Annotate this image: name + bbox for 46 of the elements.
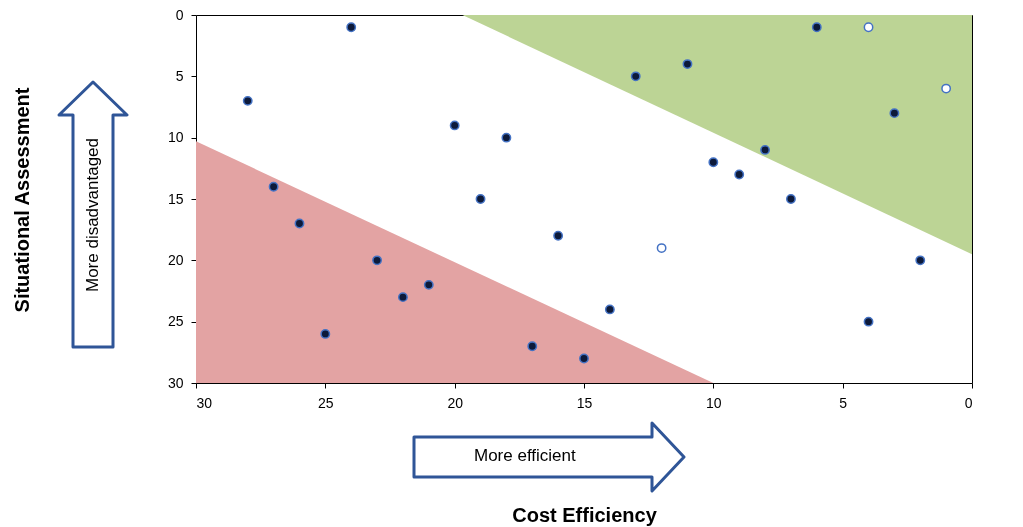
- point: [527, 341, 538, 352]
- text: More efficient: [474, 446, 576, 466]
- x-tick-label: 5: [839, 394, 848, 411]
- point: [889, 108, 900, 119]
- point: [760, 145, 770, 155]
- point: [501, 132, 512, 143]
- point: [475, 194, 486, 204]
- x-tick-label: 25: [318, 394, 334, 411]
- point: [372, 255, 382, 266]
- point: [398, 292, 408, 303]
- point: [294, 218, 305, 229]
- x-tick-label: 15: [576, 394, 593, 411]
- x-tick-label: 10: [706, 394, 722, 411]
- y-tick-label: 25: [167, 313, 184, 330]
- point: [320, 329, 331, 339]
- point: [346, 22, 357, 33]
- y-tick-label: 20: [167, 251, 184, 268]
- x-tick-label: 30: [196, 394, 213, 411]
- point: [786, 194, 796, 204]
- point: [656, 243, 667, 253]
- point: [811, 22, 822, 33]
- point: [863, 22, 874, 33]
- text: More disadvantaged: [83, 137, 103, 293]
- point: [579, 353, 589, 364]
- point: [734, 169, 745, 180]
- point: [708, 157, 719, 168]
- x-axis-title: Cost Efficiency: [512, 503, 658, 526]
- point: [449, 120, 460, 131]
- point: [915, 255, 926, 266]
- y-tick-label: 30: [167, 374, 184, 391]
- y-tick-label: 5: [175, 67, 184, 84]
- x-tick-label: 0: [964, 394, 973, 411]
- point: [863, 316, 874, 327]
- y-tick-label: 0: [175, 6, 184, 23]
- text: Situational Assessment: [10, 87, 34, 313]
- point: [553, 230, 564, 241]
- point: [941, 83, 952, 94]
- point: [682, 59, 693, 69]
- point: [242, 95, 253, 106]
- y-tick-label: 10: [167, 129, 184, 146]
- y-tick-label: 15: [167, 190, 184, 207]
- point: [423, 279, 434, 290]
- point: [630, 71, 641, 82]
- point: [604, 304, 615, 315]
- x-tick-label: 20: [447, 394, 464, 411]
- point: [268, 181, 279, 192]
